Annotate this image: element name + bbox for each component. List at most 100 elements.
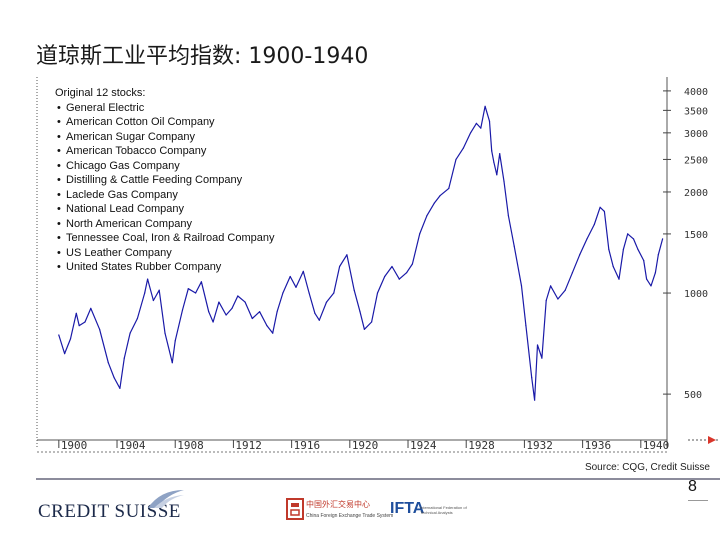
data-point [496, 174, 498, 176]
data-point [99, 328, 101, 330]
data-point [632, 238, 635, 240]
data-point [136, 317, 138, 320]
x-tick-label: 1940 [643, 439, 670, 452]
source-note: Source: CQG, Credit Suisse [584, 462, 710, 473]
data-point [507, 215, 509, 217]
data-point [622, 248, 625, 250]
sails-icon [148, 490, 184, 508]
data-point [499, 153, 501, 155]
data-point [391, 265, 393, 268]
page-number: 8 [688, 476, 708, 501]
data-point [237, 295, 239, 297]
y-tick-label: 2500 [684, 155, 708, 166]
data-point [113, 377, 115, 379]
x-tick-label: 1936 [585, 439, 612, 452]
data-point [493, 161, 495, 163]
list-item: Chicago Gas Company [57, 159, 275, 174]
data-point [363, 328, 365, 330]
data-point [525, 325, 527, 327]
data-point [536, 344, 539, 346]
data-point [491, 150, 493, 152]
data-point [470, 132, 472, 134]
data-point [376, 292, 379, 294]
data-point [462, 147, 464, 149]
data-point [662, 238, 664, 240]
data-point [411, 263, 413, 265]
data-point [398, 278, 400, 280]
y-tick-label: 500 [684, 390, 702, 401]
partner-logos: 中国外汇交易中心 China Foreign Exchange Trade Sy… [286, 496, 476, 526]
data-point [448, 187, 450, 189]
list-item: National Lead Company [57, 202, 275, 217]
plot-frame [36, 77, 668, 453]
data-point [384, 275, 386, 278]
data-point [484, 105, 486, 107]
data-point [325, 301, 328, 303]
data-point [69, 338, 72, 340]
x-tick-label: 1900 [61, 439, 87, 452]
y-tick-label: 3000 [684, 129, 708, 140]
x-tick-label: 1916 [294, 439, 321, 452]
data-point [295, 286, 297, 288]
data-point [599, 206, 601, 208]
data-point [212, 321, 214, 323]
list-item: Laclede Gas Company [57, 188, 275, 203]
data-point [534, 399, 536, 401]
data-point [171, 362, 173, 364]
x-tick-label: 1912 [235, 439, 262, 452]
list-item: American Tobacco Company [57, 144, 275, 159]
data-point [218, 301, 220, 303]
list-item: US Leather Company [57, 246, 275, 261]
stock-list-items: General Electric American Cotton Oil Com… [57, 101, 275, 275]
data-point [90, 307, 92, 309]
data-point [187, 288, 189, 290]
data-point [531, 377, 533, 379]
data-point [593, 223, 595, 226]
data-point [571, 272, 574, 274]
x-axis: 1900 1904 1908 1912 1916 1920 1924 1928 1932 1936… [58, 439, 670, 452]
data-point [231, 307, 233, 309]
series-layer [58, 105, 664, 401]
data-point [618, 278, 620, 280]
data-point [302, 270, 304, 272]
x-tick-label: 1920 [352, 439, 379, 452]
data-point [147, 278, 149, 280]
data-point [406, 272, 408, 274]
data-point [58, 334, 60, 336]
list-item: American Sugar Company [57, 130, 275, 145]
axis-marker-arrow [708, 436, 716, 444]
data-point [541, 357, 543, 359]
data-point [158, 289, 160, 291]
data-point [513, 245, 515, 247]
data-point [503, 180, 505, 182]
data-point [282, 292, 284, 294]
x-tick-label: 1924 [410, 439, 437, 452]
data-point [557, 298, 559, 300]
cfets-icon [286, 498, 304, 520]
data-point [208, 311, 210, 313]
data-point [84, 321, 86, 323]
data-point [152, 299, 154, 302]
data-point [195, 292, 197, 294]
data-point [181, 309, 184, 311]
data-point [64, 353, 66, 355]
slide-title: 道琼斯工业平均指数: 1900-1940 [36, 44, 369, 69]
data-point [333, 292, 335, 294]
page-number-text: 8 [688, 478, 697, 495]
data-point [359, 311, 361, 313]
list-item: General Electric [57, 101, 275, 116]
data-point [119, 387, 121, 389]
data-point [353, 289, 355, 291]
data-point [308, 292, 310, 294]
data-point [475, 122, 477, 124]
data-point [650, 285, 652, 287]
data-point [174, 340, 176, 342]
credit-suisse-wordmark: CREDIT SUISSE [38, 501, 181, 522]
data-point [259, 311, 261, 313]
data-point [251, 317, 253, 320]
data-point [107, 362, 109, 364]
page-number-rule [688, 500, 708, 501]
data-point [314, 312, 316, 314]
data-point [646, 278, 648, 280]
data-point [129, 332, 131, 334]
